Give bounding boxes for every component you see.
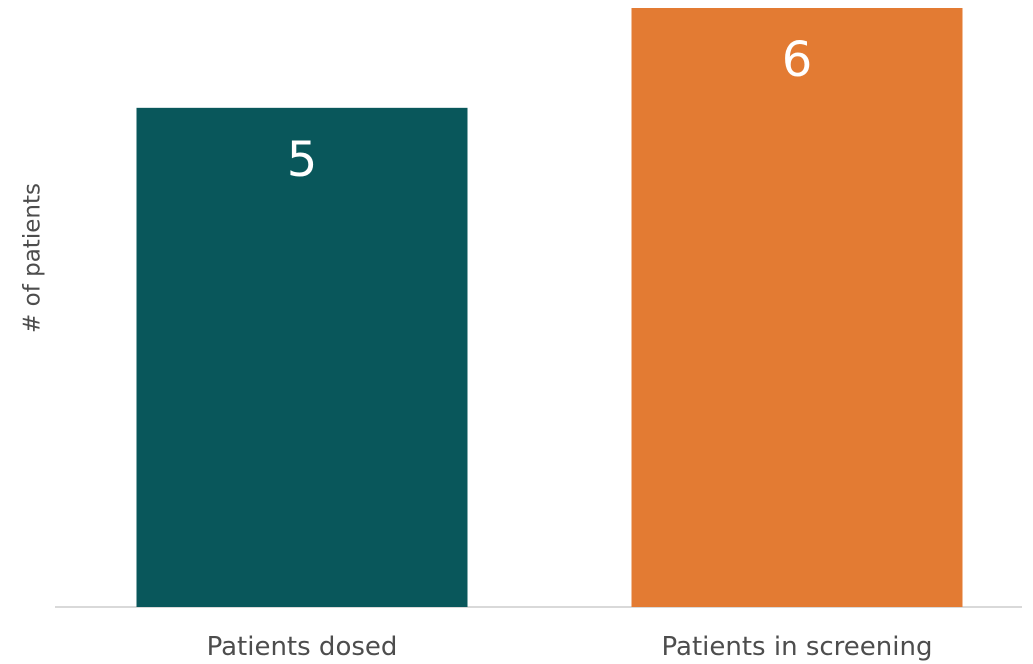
x-tick-label-1: Patients dosed	[207, 632, 398, 662]
data-label-2: 6	[782, 32, 813, 88]
bar-1	[136, 107, 468, 607]
x-tick-label-2: Patients in screening	[662, 632, 933, 662]
data-label-1: 5	[287, 132, 318, 188]
bars-layer: 5 Patients dosed 6 Patients in screening	[136, 8, 963, 662]
bar-2	[631, 8, 963, 607]
y-axis-label: # of patients	[20, 183, 46, 333]
